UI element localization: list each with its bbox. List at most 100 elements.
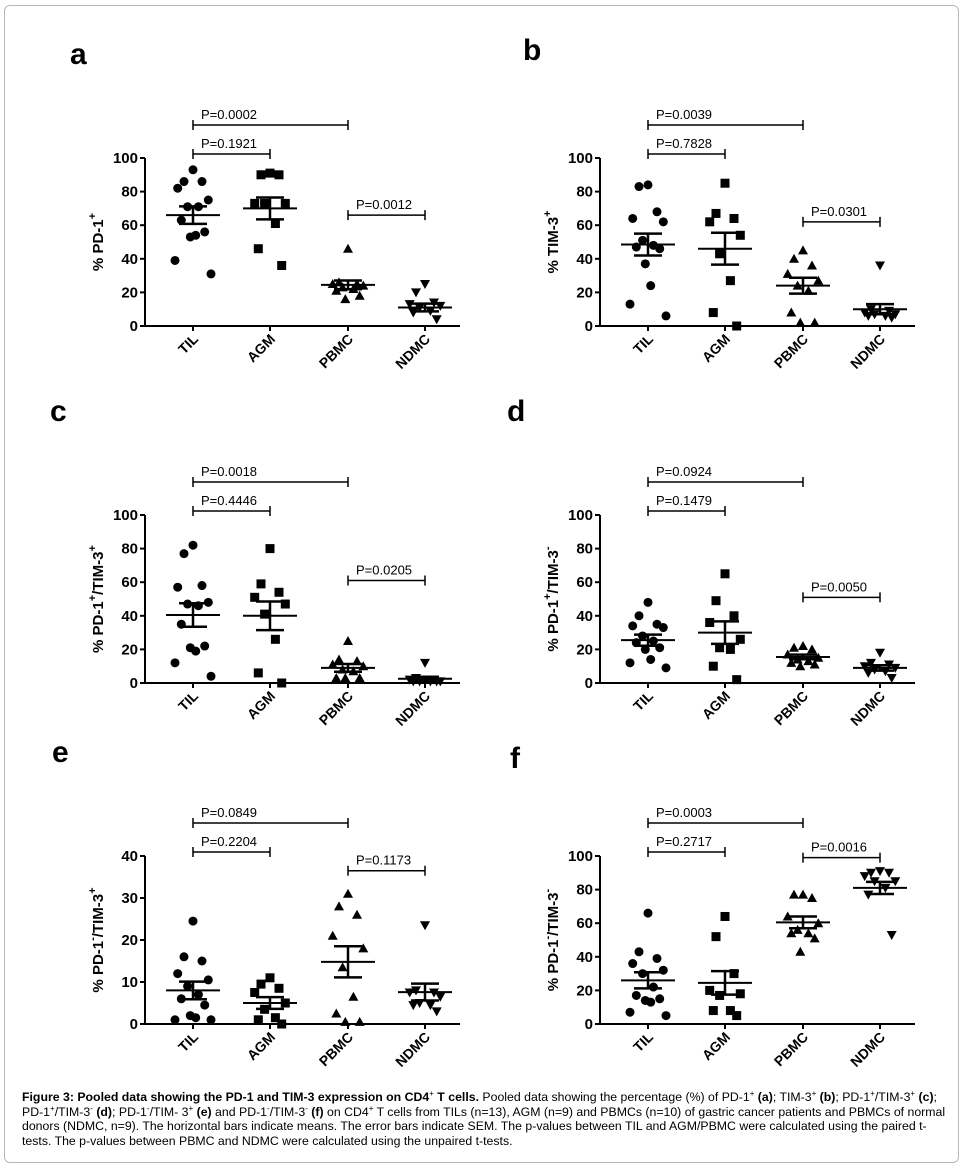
data-point (197, 956, 207, 966)
series-til (166, 165, 220, 279)
series-ndmc (398, 658, 452, 687)
data-point (813, 275, 824, 285)
caption-fragment: on CD4 (323, 1104, 369, 1119)
comparison-bracket: P=0.0002 (192, 107, 349, 130)
plot-area: 0 20 40 60 80 100 % PD-1+ TIL AGM PBMC NDMC P=0.000… (87, 107, 460, 372)
caption-fragment: ; TIM-3 (772, 1090, 812, 1104)
data-point (715, 643, 725, 653)
caption-fragment: + (910, 1088, 916, 1098)
p-value-label: P=0.0039 (656, 107, 712, 122)
caption-fragment: + (870, 1088, 875, 1098)
y-tick-label: 80 (121, 541, 138, 558)
data-point (277, 1019, 287, 1029)
data-point (256, 579, 266, 589)
data-point (274, 983, 284, 993)
panel-letter-b: b (523, 34, 542, 67)
y-axis-label-text: /TIM-3 (545, 892, 562, 935)
chart-b: 0 20 40 60 80 100 % TIM-3+ TIL AGM PBMC NDMC P=0.00… (542, 107, 915, 372)
data-point (183, 981, 193, 991)
data-point (253, 668, 263, 678)
data-point (420, 658, 430, 668)
p-value-label: P=0.0003 (656, 805, 712, 820)
data-point (798, 641, 808, 651)
chart-a: 0 20 40 60 80 100 % PD-1+ TIL AGM PBMC NDMC P=0.000… (87, 107, 460, 372)
data-point (803, 656, 814, 666)
data-point (408, 308, 419, 318)
y-tick-label: 20 (576, 284, 593, 301)
p-value-label: P=0.7828 (656, 136, 712, 151)
comparison-bracket: P=0.1921 (192, 136, 271, 159)
caption-fragment: (e) (193, 1104, 212, 1119)
data-point (809, 933, 820, 943)
comparison-bracket: P=0.4446 (192, 493, 271, 516)
data-point (625, 658, 635, 668)
data-point (708, 1006, 718, 1016)
comparison-bracket: P=0.7828 (647, 136, 726, 159)
data-point (807, 260, 817, 270)
comparison-bracket: P=0.2717 (647, 834, 726, 857)
panel-f: f 0 20 40 60 80 100% PD-1-/TIM-3- TIL AGM PBMC ND… (505, 736, 967, 1096)
p-value-label: P=0.0205 (356, 563, 412, 578)
data-point (334, 654, 344, 664)
p-value-label: P=0.0924 (656, 464, 712, 479)
x-tick-label: PBMC (316, 331, 356, 371)
y-axis-label-sup: + (542, 210, 554, 216)
data-point (875, 648, 885, 658)
data-point (643, 597, 653, 607)
x-tick-label: NDMC (392, 1029, 433, 1070)
data-point (625, 299, 635, 309)
caption-fragment: ; PD-1 (22, 1090, 937, 1119)
caption-fragment: /TIM-3 (54, 1104, 91, 1119)
x-tick-label: AGM (699, 1029, 733, 1063)
data-point (250, 592, 260, 602)
data-point (859, 872, 870, 882)
data-point (661, 1011, 671, 1021)
caption-fragment: + (368, 1103, 374, 1113)
data-point (803, 928, 814, 938)
chart-d: 0 20 40 60 80 100 % PD-1+/TIM-3- TIL AGM PBMC NDMC… (542, 464, 915, 729)
data-point (280, 198, 290, 208)
y-axis-label-sup: + (87, 545, 99, 551)
data-point (735, 634, 745, 644)
data-point (658, 623, 668, 633)
data-point (340, 294, 351, 304)
series-pbmc (776, 641, 830, 671)
data-point (884, 868, 894, 878)
series-pbmc (321, 636, 375, 682)
y-tick-label: 40 (121, 251, 138, 268)
data-point (265, 168, 275, 178)
data-point (732, 321, 742, 331)
data-point (260, 198, 270, 208)
caption-fragment: (b) (816, 1090, 836, 1104)
comparison-bracket: P=0.1479 (647, 493, 726, 516)
y-tick-label: 100 (568, 150, 593, 167)
plot-area: 0 20 40 60 80 100 % TIM-3+ TIL AGM PBMC NDMC P=0.00… (542, 107, 915, 372)
data-point (327, 930, 338, 940)
data-point (638, 969, 648, 979)
caption-fragment: - (305, 1103, 308, 1113)
comparison-bracket: P=0.0205 (347, 563, 426, 586)
caption-fragment: and PD-1 (211, 1104, 268, 1119)
panel-c: c 0 20 40 60 80 100% PD-1+/TIM-3+ TIL AGM PBMC ND… (50, 395, 520, 755)
y-axis-label-text: /TIM-3 (90, 551, 107, 594)
data-point (646, 654, 656, 664)
x-tick-label: NDMC (392, 331, 433, 372)
data-point (725, 1006, 735, 1016)
data-point (191, 230, 201, 240)
comparison-bracket: P=0.2204 (192, 834, 271, 857)
x-tick-label: NDMC (847, 1029, 888, 1070)
y-axis-label: % PD-1+/TIM-3- (542, 546, 562, 651)
y-tick-label: 20 (121, 641, 138, 658)
comparison-bracket: P=0.0016 (802, 840, 881, 863)
caption-fragment: T cells from TILs (n=13), AGM (n=9) and … (22, 1104, 946, 1148)
caption-fragment: (f) (307, 1104, 324, 1119)
data-point (711, 208, 721, 218)
series-agm (698, 569, 752, 685)
y-tick-label: 40 (121, 848, 138, 865)
caption-fragment: + (811, 1088, 817, 1098)
data-point (643, 180, 653, 190)
x-tick-label: TIL (175, 687, 201, 713)
x-tick-label: TIL (630, 1028, 656, 1054)
data-point (658, 217, 668, 227)
data-point (655, 244, 665, 254)
